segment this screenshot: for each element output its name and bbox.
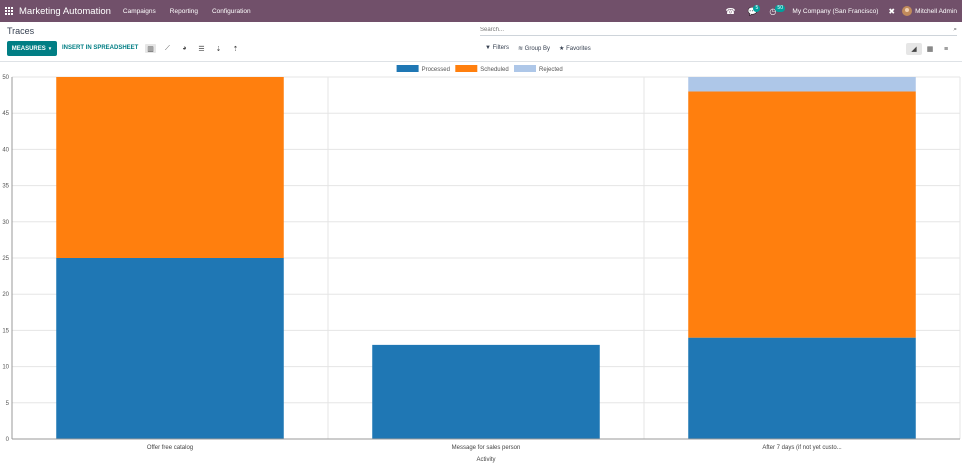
bar-scheduled[interactable]	[688, 91, 916, 338]
favorites-label: Favorites	[566, 46, 591, 52]
stacked-icon[interactable]: ☰	[198, 45, 205, 53]
legend-item-processed[interactable]: Processed	[396, 65, 450, 73]
messages-badge: 5	[753, 4, 761, 12]
menu-campaigns[interactable]: Campaigns	[122, 7, 156, 15]
menu-reporting[interactable]: Reporting	[169, 7, 198, 15]
apps-menu-icon[interactable]	[5, 7, 13, 15]
pie-chart-icon[interactable]: ◕	[182, 45, 187, 52]
filters-button[interactable]: ▼ Filters	[485, 45, 509, 52]
y-tick-label: 0	[6, 437, 10, 443]
layers-icon: ≋	[517, 46, 523, 52]
legend-label: Scheduled	[480, 67, 508, 73]
caret-down-icon: ▼	[47, 46, 53, 51]
y-tick-label: 15	[2, 328, 9, 334]
view-switcher: ◢ ▦ ≡	[906, 43, 954, 55]
legend-label: Processed	[422, 67, 450, 73]
y-tick-label: 20	[2, 292, 9, 298]
y-tick-label: 25	[2, 256, 9, 262]
breadcrumb: Traces	[7, 26, 35, 36]
menu-configuration[interactable]: Configuration	[211, 7, 251, 15]
app-brand[interactable]: Marketing Automation	[19, 5, 111, 17]
search-input[interactable]	[480, 25, 940, 35]
favorites-button[interactable]: ★ Favorites	[559, 45, 591, 52]
measures-button[interactable]: MEASURES ▼	[7, 41, 57, 56]
y-tick-label: 40	[2, 147, 9, 153]
legend-item-scheduled[interactable]: Scheduled	[455, 65, 509, 73]
sort-descending-icon[interactable]: ⇣	[215, 45, 222, 53]
navbar: Marketing Automation Campaigns Reporting…	[0, 0, 962, 22]
legend-swatch	[514, 65, 536, 72]
company-switcher[interactable]: My Company (San Francisco)	[792, 7, 879, 15]
legend-swatch	[455, 65, 478, 72]
activities-badge: 50	[775, 4, 785, 12]
bar-chart: 0 5 10 15 20 25 30 35 40 45 50 Offer free catalog Me…	[2, 65, 961, 463]
x-tick-label: Offer free catalog	[147, 445, 193, 451]
insert-spreadsheet-button[interactable]: INSERT IN SPREADSHEET	[62, 45, 139, 51]
measures-label: MEASURES	[11, 45, 46, 52]
bar-processed[interactable]	[688, 337, 916, 439]
x-tick-label: Message for sales person	[452, 445, 521, 451]
search-options: ▼ Filters ≋ Group By ★ Favorites	[485, 45, 600, 52]
filters-label: Filters	[492, 45, 509, 51]
activities-icon[interactable]: ◷ 50	[769, 4, 785, 16]
bar-scheduled[interactable]	[56, 77, 284, 258]
legend-label: Rejected	[539, 67, 563, 73]
messages-icon[interactable]: 💬 5	[747, 4, 761, 16]
bar-chart-icon[interactable]: ▥	[145, 44, 156, 53]
legend-swatch	[396, 65, 419, 72]
search-bar: ⌕	[480, 25, 957, 36]
line-chart-icon[interactable]: ⟋	[165, 44, 170, 52]
y-tick-label: 45	[2, 111, 9, 117]
list-view-icon[interactable]: ≡	[943, 45, 949, 53]
user-menu[interactable]: Mitchell Admin	[915, 7, 957, 15]
graph-mode-toolbar: ▥ ⟋ ◕ ☰ ⇣ ⇡	[145, 44, 247, 53]
y-tick-label: 50	[2, 75, 9, 81]
star-icon: ★	[559, 46, 565, 52]
legend-item-rejected[interactable]: Rejected	[514, 65, 563, 73]
debug-tools-icon[interactable]: ✖	[888, 6, 896, 16]
bar-processed[interactable]	[56, 258, 284, 439]
x-axis-title: Activity	[476, 457, 495, 463]
graph-view: 0 5 10 15 20 25 30 35 40 45 50 Offer free catalog Me…	[0, 62, 962, 467]
group-by-button[interactable]: ≋ Group By	[518, 45, 550, 52]
graph-view-icon[interactable]: ◢	[906, 43, 922, 55]
y-tick-label: 5	[6, 401, 10, 407]
control-panel: Traces ⌕ MEASURES ▼ INSERT IN SPREADSHEE…	[0, 22, 962, 62]
search-icon[interactable]: ⌕	[953, 26, 957, 33]
avatar[interactable]	[902, 6, 913, 16]
sort-ascending-icon[interactable]: ⇡	[232, 45, 239, 53]
x-tick-label: After 7 days (if not yet custo...	[762, 445, 842, 451]
filter-icon: ▼	[485, 45, 491, 51]
y-tick-label: 10	[2, 365, 9, 371]
pivot-view-icon[interactable]: ▦	[926, 46, 934, 53]
bar-processed[interactable]	[372, 344, 600, 439]
y-tick-label: 30	[2, 220, 9, 226]
bar-rejected[interactable]	[688, 77, 916, 92]
group-by-label: Group By	[524, 46, 551, 52]
y-tick-label: 35	[2, 184, 9, 190]
phone-icon[interactable]: ☎	[725, 6, 736, 16]
